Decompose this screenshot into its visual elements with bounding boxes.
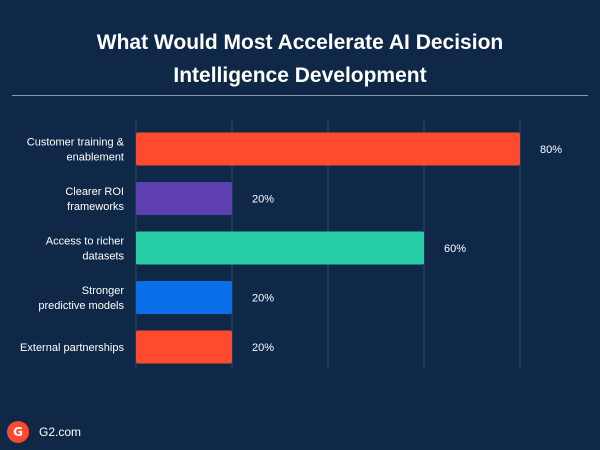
category-label: Customer training & enablement bbox=[27, 137, 125, 164]
category-label: External partnerships bbox=[20, 342, 124, 354]
chart-title-line-2: Intelligence Development bbox=[173, 64, 427, 87]
footer: G G2.com bbox=[7, 420, 81, 444]
value-label: 20% bbox=[252, 194, 274, 206]
bar bbox=[136, 132, 520, 166]
chart-title: What Would Most Accelerate AI Decision I… bbox=[0, 26, 600, 92]
category-label: Stronger predictive models bbox=[38, 285, 124, 312]
bar bbox=[136, 281, 232, 314]
value-label: 20% bbox=[252, 342, 274, 354]
bar bbox=[136, 330, 232, 364]
bar bbox=[136, 182, 232, 215]
chart-title-line-1: What Would Most Accelerate AI Decision bbox=[96, 31, 504, 54]
category-label: Access to richer datasets bbox=[46, 236, 125, 263]
bar bbox=[136, 231, 424, 265]
category-label: Clearer ROI frameworks bbox=[65, 186, 124, 213]
g2-logo-icon: G bbox=[7, 421, 29, 443]
bar-chart: 80% Customer training & enablement 20% Clear… bbox=[20, 120, 562, 368]
value-label: 60% bbox=[444, 243, 466, 255]
value-label: 80% bbox=[540, 144, 562, 156]
brand-text: G2.com bbox=[39, 425, 82, 439]
title-divider bbox=[12, 95, 588, 96]
value-label: 20% bbox=[252, 293, 274, 305]
